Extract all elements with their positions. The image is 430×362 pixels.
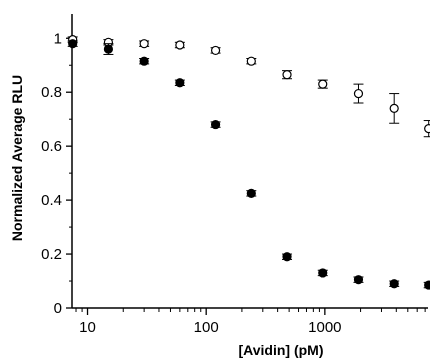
open-circle-point — [318, 79, 328, 89]
x-tick-label: 100 — [194, 319, 219, 336]
open-circle-point — [424, 124, 430, 134]
y-tick-label: 0.6 — [41, 138, 62, 155]
series-1 — [67, 35, 430, 138]
y-tick-label: 1 — [54, 30, 62, 47]
y-tick-label: 0.8 — [41, 84, 62, 101]
axes — [71, 14, 428, 309]
filled-circle-point — [210, 119, 221, 130]
y-tick-label: 0.4 — [41, 192, 62, 209]
open-circle-point — [139, 39, 149, 49]
filled-circle-point — [389, 279, 399, 289]
filled-circle-point — [318, 268, 328, 278]
y-tick-label: 0.2 — [41, 246, 62, 263]
y-axis-title: Normalized Average RLU — [9, 75, 25, 241]
y-ticks: 0 0.2 0.4 0.6 0.8 1 — [41, 30, 72, 317]
open-circle-point — [282, 70, 292, 80]
x-tick-label: 1000 — [308, 319, 341, 336]
series-2 — [67, 39, 430, 290]
filled-circle-point — [424, 280, 430, 290]
filled-circle-point — [282, 252, 292, 262]
filled-circle-point — [246, 188, 256, 198]
y-tick-label: 0 — [54, 300, 62, 317]
open-circle-point — [389, 103, 399, 114]
filled-circle-point — [175, 78, 185, 88]
filled-circle-point — [103, 44, 114, 54]
x-axis-title: [Avidin] (pM) — [238, 342, 323, 358]
open-circle-point — [353, 88, 364, 99]
filled-circle-point — [68, 39, 78, 49]
open-circle-point — [175, 40, 185, 50]
filled-circle-point — [139, 56, 149, 66]
open-circle-point — [246, 56, 256, 66]
x-tick-label: 10 — [79, 319, 96, 336]
series-layer — [67, 35, 430, 290]
filled-circle-point — [353, 275, 364, 285]
x-ticks: 10 100 1000 — [75, 308, 426, 336]
open-circle-point — [210, 45, 221, 56]
